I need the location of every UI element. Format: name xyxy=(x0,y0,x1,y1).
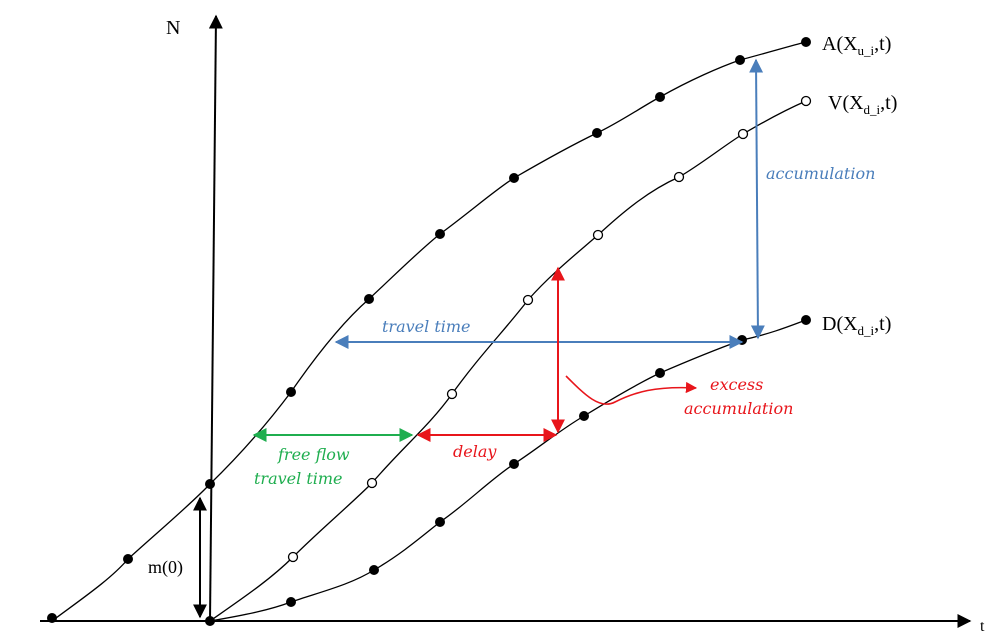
curve-v-point xyxy=(522,294,534,306)
curve-d-point xyxy=(435,517,445,527)
curve-a-point xyxy=(47,613,57,623)
curve-v-label: V(Xd_i,t) xyxy=(828,92,897,117)
excess-label-line1: excess xyxy=(710,375,763,394)
curve-v-point xyxy=(592,229,604,241)
curve-v xyxy=(209,100,807,622)
curve-v-point xyxy=(800,95,812,107)
curve-d-point xyxy=(655,368,665,378)
free-flow-label-line2: travel time xyxy=(254,469,343,488)
curve-a-label: A(Xu_i,t) xyxy=(822,33,891,58)
travel-time-label: travel time xyxy=(382,317,471,336)
curve-a-point xyxy=(655,92,665,102)
curve-v-points xyxy=(287,95,812,563)
curve-v-point xyxy=(446,388,458,400)
delay-label: delay xyxy=(453,442,497,461)
curve-a-point xyxy=(509,173,519,183)
curve-a-point xyxy=(801,37,811,47)
free-flow-label-line1: free flow xyxy=(277,445,350,464)
curve-a-point xyxy=(364,294,374,304)
curve-d-point xyxy=(509,459,519,469)
curve-a-point xyxy=(286,387,296,397)
curve-v-point xyxy=(673,171,685,183)
curve-a-point xyxy=(592,128,602,138)
curve-d-point xyxy=(205,616,215,626)
accumulation-arrow xyxy=(749,58,765,340)
curve-v-point xyxy=(737,128,749,140)
accumulation-label: accumulation xyxy=(766,164,875,183)
x-axis-label: t xyxy=(980,618,985,631)
initial-count-label: m(0) xyxy=(148,557,183,578)
excess-pointer-arrow xyxy=(565,375,698,405)
curve-d-point xyxy=(369,565,379,575)
curve-v-point xyxy=(287,551,299,563)
curve-d-point xyxy=(286,597,296,607)
curve-a-point xyxy=(205,479,215,489)
y-axis xyxy=(208,14,223,622)
curve-a-points xyxy=(47,37,811,623)
curve-a-point xyxy=(435,229,445,239)
curve-a-point xyxy=(735,55,745,65)
curve-a xyxy=(51,41,807,622)
curve-a-point xyxy=(123,554,133,564)
y-axis-label: N xyxy=(166,17,180,39)
curve-v-point xyxy=(366,477,378,489)
curve-d-label: D(Xd_i,t) xyxy=(822,313,891,338)
curve-d-point xyxy=(579,411,589,421)
excess-label-line2: accumulation xyxy=(684,399,793,418)
curve-d-point xyxy=(801,315,811,325)
curve-d-point xyxy=(737,335,747,345)
